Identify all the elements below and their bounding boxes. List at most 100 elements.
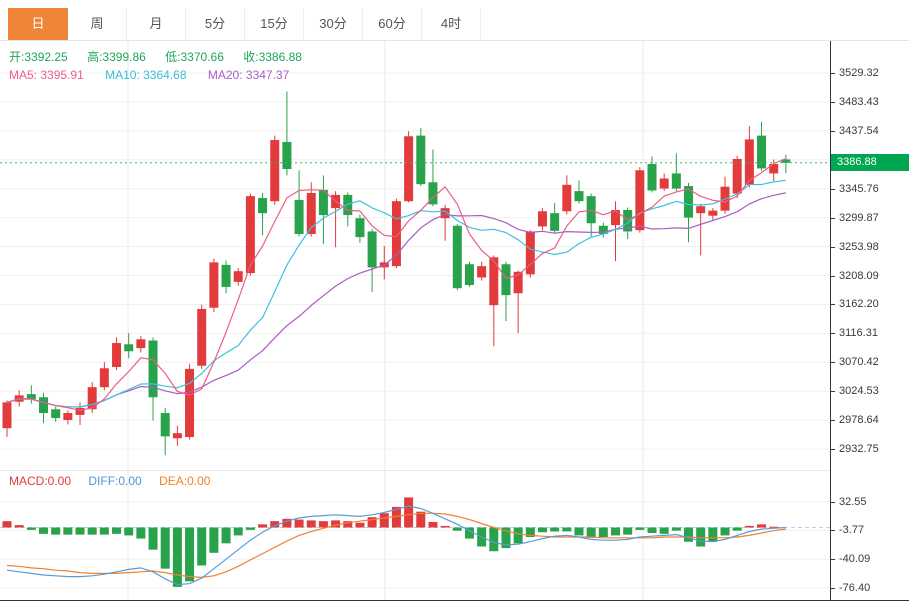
candle-body bbox=[379, 262, 389, 268]
macd-axis-label-tick bbox=[830, 530, 835, 531]
price-axis-label: 3116.31 bbox=[839, 327, 878, 339]
macd-bar bbox=[525, 527, 535, 537]
candle-body bbox=[160, 413, 170, 437]
macd-bar bbox=[635, 527, 645, 530]
ma20-value: 3347.37 bbox=[245, 68, 290, 82]
candle-body bbox=[112, 343, 122, 368]
candle-body bbox=[537, 211, 547, 227]
macd-bar bbox=[14, 525, 24, 528]
candle-body bbox=[294, 199, 304, 234]
macd-bar bbox=[611, 527, 620, 536]
macd-bar bbox=[124, 527, 134, 536]
macd-bar bbox=[270, 521, 280, 528]
price-axis-label-tick bbox=[830, 247, 835, 248]
candle-body bbox=[720, 186, 730, 211]
tab-bar: 日周月 5分 15分 30分 60分 4时 bbox=[0, 0, 909, 41]
macd-bar bbox=[659, 527, 669, 534]
macd-bar bbox=[452, 527, 462, 531]
high-value: 3399.86 bbox=[102, 50, 146, 64]
tab-week[interactable]: 周 bbox=[68, 8, 127, 40]
panel-separator bbox=[0, 470, 830, 471]
macd-bar bbox=[647, 527, 657, 534]
candle-body bbox=[586, 196, 596, 224]
candle-body bbox=[501, 264, 511, 296]
macd-bar bbox=[732, 527, 742, 531]
candle-body bbox=[391, 201, 401, 267]
macd-readout: MACD:0.00 DIFF:0.00 DEA:0.00 bbox=[9, 474, 224, 488]
tab-60min[interactable]: 60分 bbox=[363, 8, 422, 40]
macd-bar bbox=[537, 527, 547, 533]
macd-bar bbox=[404, 497, 414, 528]
close-value: 3386.88 bbox=[258, 50, 302, 64]
price-axis-label: 3529.32 bbox=[839, 67, 879, 79]
macd-bar bbox=[160, 527, 170, 569]
ma5-label: MA5: bbox=[9, 68, 38, 82]
macd-bar bbox=[574, 527, 584, 536]
candle-body bbox=[99, 368, 109, 388]
macd-bar bbox=[379, 513, 389, 528]
candle-body bbox=[2, 402, 12, 429]
open-value: 3392.25 bbox=[24, 50, 68, 64]
candle-body bbox=[343, 194, 353, 216]
timeframe-tabs: 日周月 5分 15分 30分 60分 4时 bbox=[8, 8, 481, 40]
price-axis-label: 2978.64 bbox=[839, 414, 879, 426]
ma20-line bbox=[6, 192, 787, 408]
candle-body bbox=[185, 368, 195, 438]
macd-bar bbox=[598, 527, 608, 537]
tab-4hour[interactable]: 4时 bbox=[422, 8, 481, 40]
candle-body bbox=[221, 264, 231, 287]
macd-bar bbox=[355, 522, 365, 528]
price-axis-label: 3345.76 bbox=[839, 183, 879, 195]
macd-bar bbox=[440, 525, 450, 528]
candle-body bbox=[209, 262, 219, 308]
candle-body bbox=[39, 397, 49, 414]
high-label: 高: bbox=[87, 50, 103, 64]
macd-axis-label-tick bbox=[830, 502, 835, 503]
macd-bar bbox=[318, 521, 328, 528]
macd-bar bbox=[63, 527, 73, 535]
close-label: 收: bbox=[243, 50, 259, 64]
macd-axis-label: 32.55 bbox=[839, 496, 867, 508]
tab-30min[interactable]: 30分 bbox=[304, 8, 363, 40]
macd-bar bbox=[562, 527, 572, 532]
macd-bar bbox=[26, 527, 36, 530]
price-axis-label: 3024.53 bbox=[839, 385, 879, 397]
candle-body bbox=[124, 344, 134, 352]
tab-15min[interactable]: 15分 bbox=[245, 8, 304, 40]
candle-body bbox=[318, 189, 328, 216]
candle-body bbox=[574, 191, 584, 202]
candle-body bbox=[489, 257, 499, 306]
macd-bar bbox=[696, 527, 706, 547]
candle-body bbox=[464, 264, 474, 286]
macd-bar bbox=[428, 521, 438, 528]
macd-bar bbox=[2, 521, 12, 528]
candle-body bbox=[331, 194, 341, 209]
macd-axis-label: -76.40 bbox=[839, 582, 871, 594]
macd-bar bbox=[185, 527, 195, 582]
price-axis-label: 3208.09 bbox=[839, 270, 879, 282]
candle-body bbox=[477, 266, 487, 278]
candle-body bbox=[732, 158, 742, 194]
macd-bar bbox=[282, 518, 292, 528]
tab-5min[interactable]: 5分 bbox=[186, 8, 245, 40]
tab-month[interactable]: 月 bbox=[127, 8, 186, 40]
macd-bar bbox=[623, 527, 633, 535]
macd-axis-label-tick bbox=[830, 559, 835, 560]
candle-body bbox=[63, 413, 73, 420]
ma10-value: 3364.68 bbox=[143, 68, 187, 82]
candle-body bbox=[525, 231, 535, 275]
macd-bar bbox=[221, 527, 231, 544]
candle-body bbox=[647, 163, 657, 191]
macd-bar bbox=[477, 527, 487, 547]
candle-body bbox=[623, 210, 633, 232]
tab-day[interactable]: 日 bbox=[8, 8, 68, 40]
price-axis-label-tick bbox=[830, 189, 835, 190]
candle-body bbox=[513, 271, 523, 294]
chart-bottom-border bbox=[0, 600, 909, 601]
macd-bar bbox=[233, 527, 243, 536]
low-value: 3370.66 bbox=[180, 50, 224, 64]
price-axis-label-tick bbox=[830, 276, 835, 277]
candle-body bbox=[26, 394, 36, 400]
candle-body bbox=[51, 409, 61, 419]
candle-body bbox=[744, 139, 754, 185]
